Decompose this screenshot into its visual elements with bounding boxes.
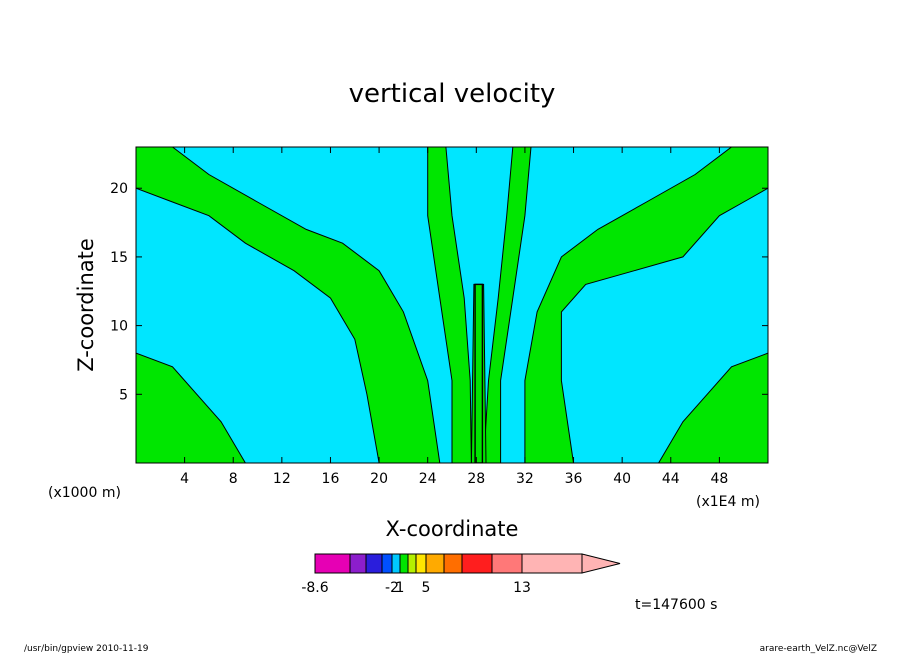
x-tick-label: 28	[467, 471, 485, 487]
colorbar-segment	[349, 553, 367, 574]
x-tick-label: 48	[710, 471, 728, 487]
x-tick-label: 16	[322, 471, 340, 487]
field-band-inner-left	[427, 147, 472, 463]
y-axis-unit: (x1000 m)	[48, 485, 121, 501]
colorbar-segment	[415, 553, 427, 574]
x-tick-label: 36	[565, 471, 583, 487]
colorbar	[314, 553, 621, 574]
field-band-left	[136, 147, 441, 463]
colorbar-extension	[581, 553, 621, 574]
x-axis: 4 8 12 16 20 24 28 32 36 40 44 48	[180, 147, 728, 487]
colorbar-segment	[391, 553, 401, 574]
x-tick-label: 44	[662, 471, 680, 487]
x-tick-label: 4	[180, 471, 189, 487]
field-band-core	[470, 283, 487, 463]
x-tick-label: 8	[229, 471, 238, 487]
colorbar-segment	[461, 553, 493, 574]
colorbar-label: 5	[422, 580, 431, 596]
plot-area	[136, 147, 768, 463]
field-band-inner-right	[483, 147, 532, 463]
field-band-lower-left	[136, 352, 246, 463]
colorbar-label: 13	[513, 580, 531, 596]
x-tick-label: 12	[273, 471, 291, 487]
y-tick-label: 5	[119, 387, 128, 403]
y-tick-label: 10	[110, 319, 128, 335]
y-tick-label: 15	[110, 250, 128, 266]
field-band-right	[524, 147, 768, 463]
time-label: t=147600 s	[635, 597, 717, 613]
y-tick-label: 20	[110, 181, 128, 197]
y-axis: 5 10 15 20	[110, 181, 768, 403]
colorbar-segment	[407, 553, 417, 574]
x-tick-label: 24	[419, 471, 437, 487]
x-tick-label: 40	[613, 471, 631, 487]
x-tick-label: 20	[370, 471, 388, 487]
footer-left: /usr/bin/gpview 2010-11-19	[24, 644, 149, 654]
x-axis-title: X-coordinate	[386, 517, 519, 541]
field-bands	[136, 147, 768, 463]
footer-right: arare-earth_VelZ.nc@VelZ	[760, 644, 877, 654]
x-axis-unit: (x1E4 m)	[696, 494, 760, 510]
colorbar-segment	[381, 553, 393, 574]
field-band-lower-right	[658, 352, 768, 463]
colorbar-segment	[399, 553, 409, 574]
colorbar-labels: -8.6 -21 5 13	[301, 580, 531, 596]
colorbar-label: -8.6	[301, 580, 328, 596]
chart-title: vertical velocity	[349, 79, 556, 109]
colorbar-segment	[491, 553, 523, 574]
colorbar-segment	[365, 553, 383, 574]
colorbar-label: -2	[385, 580, 399, 596]
x-tick-label: 32	[516, 471, 534, 487]
plot-frame	[135, 146, 769, 464]
colorbar-segment	[443, 553, 463, 574]
colorbar-segment	[425, 553, 445, 574]
colorbar-segment	[314, 553, 351, 574]
colorbar-label: 1	[396, 580, 405, 596]
y-axis-title: Z-coordinate	[74, 238, 98, 372]
colorbar-segment	[521, 553, 583, 574]
